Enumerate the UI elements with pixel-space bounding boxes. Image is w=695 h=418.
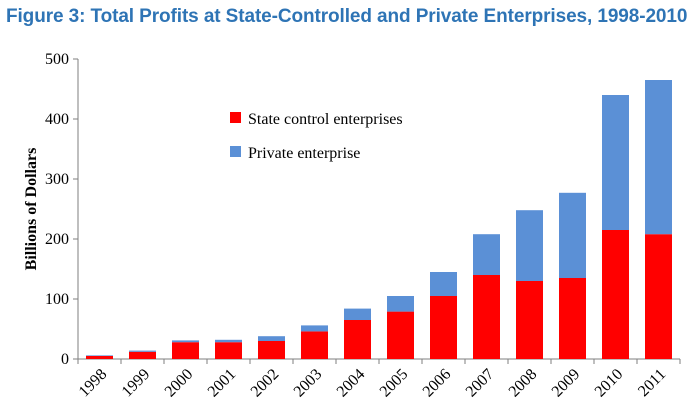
x-tick-label: 2011: [635, 366, 669, 400]
legend-label-private: Private enterprise: [248, 145, 360, 162]
y-tick-label: 200: [45, 231, 69, 248]
x-tick-label: 1999: [119, 366, 154, 401]
x-tick-label: 2004: [334, 366, 369, 401]
y-tick-label: 300: [45, 171, 69, 188]
bar-private-enterprise: [301, 325, 328, 332]
y-tick-label: 400: [45, 111, 69, 128]
bar-private-enterprise: [172, 340, 199, 343]
bars: [86, 80, 672, 359]
bar-state-control: [559, 278, 586, 359]
x-tick-label: 2007: [463, 366, 498, 401]
bar-state-control: [430, 296, 457, 359]
axes: [77, 59, 680, 360]
bar-state-control: [645, 234, 672, 359]
x-tick-label: 2003: [291, 366, 326, 401]
x-tick-label: 2010: [592, 366, 627, 401]
chart-title: Figure 3: Total Profits at State-Control…: [6, 6, 688, 27]
bar-private-enterprise: [473, 234, 500, 275]
x-tick-label: 2000: [162, 366, 197, 401]
bar-state-control: [516, 281, 543, 359]
x-ticks: 1998 1999 2000 2001 2002 2003 2004 2005 2006 2007…: [76, 359, 681, 401]
bar-private-enterprise: [516, 210, 543, 281]
bar-state-control: [387, 311, 414, 359]
bar-private-enterprise: [559, 192, 586, 278]
y-axis-label: Billions of Dollars: [23, 148, 40, 271]
bar-private-enterprise: [430, 272, 457, 296]
legend: State control enterprises Private enterp…: [230, 111, 403, 162]
x-tick-label: 2005: [377, 366, 412, 401]
bar-state-control: [86, 356, 113, 359]
bar-state-control: [473, 275, 500, 359]
bar-private-enterprise: [258, 336, 285, 341]
x-tick-label: 2006: [420, 366, 455, 401]
x-tick-label: 2009: [549, 366, 584, 401]
legend-swatch-private: [230, 146, 241, 157]
bar-private-enterprise: [645, 80, 672, 235]
x-tick-label: 2002: [248, 366, 283, 401]
bar-private-enterprise: [215, 339, 242, 343]
bar-private-enterprise: [344, 308, 371, 320]
bar-state-control: [344, 320, 371, 359]
x-tick-label: 2001: [205, 366, 240, 401]
x-tick-label: 2008: [506, 366, 541, 401]
bar-state-control: [258, 341, 285, 359]
y-ticks: 0 100 200 300 400 500: [45, 51, 78, 368]
x-tick-label: 1998: [76, 366, 111, 401]
y-tick-label: 0: [61, 351, 69, 368]
y-tick-label: 100: [45, 291, 69, 308]
bar-state-control: [129, 351, 156, 359]
bar-private-enterprise: [129, 350, 156, 352]
bar-state-control: [215, 342, 242, 359]
y-tick-label: 500: [45, 51, 69, 68]
legend-swatch-state: [230, 112, 241, 123]
bar-private-enterprise: [86, 355, 113, 356]
bar-state-control: [301, 331, 328, 359]
bar-private-enterprise: [602, 95, 629, 230]
bar-state-control: [602, 230, 629, 359]
legend-label-state: State control enterprises: [248, 111, 403, 128]
bar-state-control: [172, 342, 199, 359]
bar-private-enterprise: [387, 296, 414, 312]
